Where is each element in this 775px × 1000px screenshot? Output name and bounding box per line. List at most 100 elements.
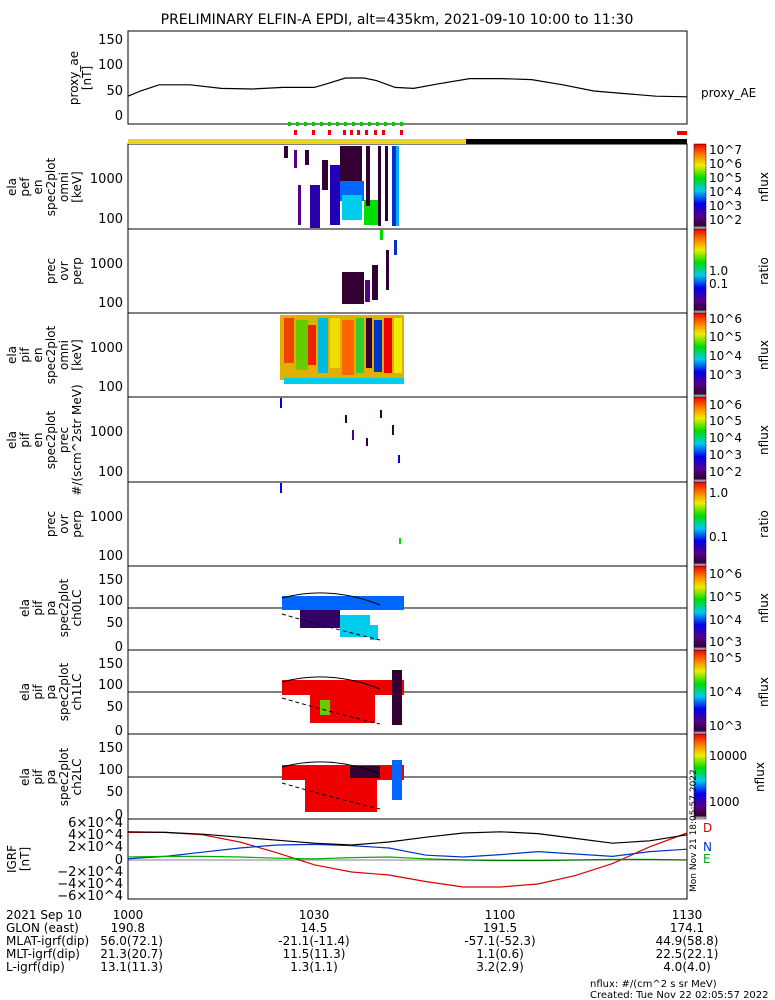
pef-ratio-ylabel-2: ovr	[57, 261, 71, 280]
green-tick	[288, 122, 291, 126]
cb3-t2: 10^4	[709, 349, 742, 363]
cb7-t2: 10^3	[709, 719, 742, 733]
science-zone-bars	[128, 122, 687, 144]
spec-patch	[366, 318, 372, 368]
pif-en-ylabel-3: en	[31, 348, 45, 363]
ae-tick-50: 50	[106, 84, 123, 99]
spec-patch	[352, 430, 354, 440]
footer-time-1000: 1000	[113, 908, 144, 922]
cb3-t3: 10^3	[709, 368, 742, 382]
green-tick	[312, 122, 315, 126]
ch1-lc-solid	[281, 676, 381, 690]
pif-ratio-spectrogram	[280, 483, 401, 544]
spec-patch	[399, 538, 401, 544]
mlat-1000: 56.0(72.1)	[100, 934, 163, 948]
glon-1030: 14.5	[301, 921, 328, 935]
green-tick	[400, 122, 403, 126]
pif-en-tick-1000: 1000	[90, 341, 123, 356]
spec-patch	[378, 146, 381, 226]
l-1130: 4.0(4.0)	[663, 960, 711, 974]
cb5-t0: 1.0	[709, 486, 728, 500]
created-stamp-vertical: Mon Nov 21 18:05:57 2022	[689, 769, 699, 892]
igrf-tick-m2e4: −2×10^4	[57, 865, 123, 880]
red-tick	[328, 130, 331, 135]
pa-ch2-spectrogram	[282, 760, 404, 812]
igrf-legend-d: D	[703, 821, 712, 835]
pa-ch1-spectrogram	[282, 670, 404, 725]
spec-patch	[366, 146, 370, 206]
cb4-t2: 10^4	[709, 431, 742, 445]
cb8-t0: 10000	[709, 749, 747, 763]
ch2-tick-0: 0	[115, 808, 123, 823]
red-tick	[350, 130, 353, 135]
ch0-lc-dashed	[281, 613, 381, 641]
spec-patch	[392, 425, 394, 435]
row-label-mlt: MLT-igrf(dip)	[6, 947, 80, 961]
cb4-t3: 10^3	[709, 448, 742, 462]
pef-en-ylabel-6: [keV]	[70, 171, 84, 202]
pef-ratio-ylabel-3: perp	[70, 257, 84, 285]
red-tick	[382, 130, 385, 135]
pa-ch2-ylabel-1: ela	[18, 768, 32, 786]
l-1000: 13.1(11.3)	[100, 960, 163, 974]
green-tick	[384, 122, 387, 126]
igrf-frame	[127, 818, 688, 900]
pa-ch1-ylabel-3: pa	[44, 685, 58, 700]
row-label-glon: GLON (east)	[6, 921, 79, 935]
y-tick-labels: 150 100 50 0 1000 100 1000 100 1000 100 …	[57, 33, 123, 904]
igrf-n-line	[127, 843, 688, 860]
pif-prec-ylabel-4: spec2plot	[44, 410, 58, 469]
panel-frames	[127, 30, 688, 900]
spec-patch	[300, 610, 340, 628]
ch0-tick-50: 50	[106, 616, 123, 631]
colorbar-ch0	[693, 565, 707, 651]
pif-en-ylabel-6: [keV]	[70, 339, 84, 370]
spec-patch	[392, 760, 402, 800]
spec-patch	[294, 150, 297, 168]
cb8-t1: 1000	[709, 795, 740, 809]
pif-ratio-tick-1000: 1000	[90, 510, 123, 525]
spec-patch	[342, 195, 362, 220]
pa-ch0-spectrogram	[282, 596, 404, 640]
red-tick	[400, 130, 403, 135]
green-tick	[320, 122, 323, 126]
pa-ch0-ylabel-1: ela	[18, 599, 32, 617]
ch2-tick-150: 150	[98, 741, 123, 756]
pef-en-tick-1000: 1000	[90, 172, 123, 187]
spec-patch	[392, 146, 396, 226]
red-tick	[343, 130, 346, 135]
pif-ratio-frame	[127, 481, 688, 567]
igrf-ylabel-1: IGRF	[5, 845, 19, 873]
spec-patch	[282, 765, 404, 780]
mlat-1100: -57.1(-52.3)	[464, 934, 535, 948]
cb6-t1: 10^5	[709, 590, 742, 604]
cb6-t3: 10^3	[709, 635, 742, 649]
cb7-t0: 10^5	[709, 651, 742, 665]
pa-ch0-ylabel-5: ch0LC	[70, 590, 84, 627]
pif-prec-ylabel-2: pif	[18, 432, 32, 448]
pif-prec-tick-1000: 1000	[90, 425, 123, 440]
pif-prec-ylabel-3: en	[31, 433, 45, 448]
igrf-total-line	[127, 831, 688, 846]
mlat-1130: 44.9(58.8)	[656, 934, 719, 948]
glon-1130: 174.1	[670, 921, 704, 935]
pif-en-ylabel-2: pif	[18, 347, 32, 363]
pef-en-ylabel-2: pef	[18, 177, 32, 197]
ch2-lc-dashed	[281, 782, 381, 810]
ae-tick-0: 0	[115, 109, 123, 124]
pef-en-ylabel-4: spec2plot	[44, 157, 58, 216]
ch1-tick-150: 150	[98, 657, 123, 672]
colorbar-pif-prec	[693, 396, 707, 483]
spec-patch	[365, 280, 370, 302]
created-note: Created: Tue Nov 22 02:05:57 2022	[590, 990, 769, 1000]
cb5-label: ratio	[757, 510, 771, 538]
spec-patch	[345, 415, 347, 423]
green-tick	[328, 122, 331, 126]
pef-en-frame	[127, 143, 688, 230]
ch0-lc-solid	[281, 592, 381, 606]
pa-90deg-lines	[128, 607, 687, 778]
glon-1100: 191.5	[483, 921, 517, 935]
ch2-lc-solid	[281, 761, 381, 775]
green-tick	[304, 122, 307, 126]
spec-patch	[342, 272, 364, 304]
